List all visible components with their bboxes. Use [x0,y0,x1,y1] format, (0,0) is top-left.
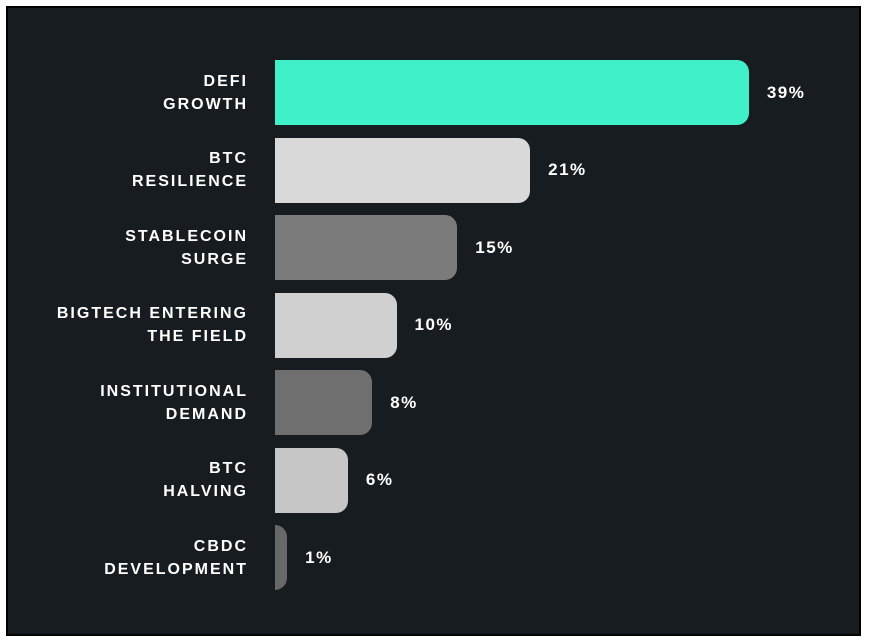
bar [275,370,373,435]
value-label: 1% [305,547,333,567]
bar [275,525,288,590]
value-label: 15% [475,237,514,257]
category-label: DEFI GROWTH [163,72,248,113]
bar [275,60,749,125]
value-label: 21% [548,160,587,179]
category-label: CBDC DEVELOPMENT [104,537,248,578]
value-label: 6% [365,470,394,489]
value-label: 8% [390,392,418,412]
bar [275,447,348,513]
chart: DEFI GROWTH 39% BTC RESILIENCE 21% STABLECOI… [6,6,861,636]
category-label: STABLECOIN SURGE [125,227,248,268]
bar [275,137,531,203]
bar [275,292,397,358]
category-label: BIGTECH ENTERING THE FIELD [56,305,248,345]
category-label: BTC RESILIENCE [131,150,248,190]
value-label: 10% [414,315,454,334]
value-label: 39% [766,82,806,102]
category-label: INSTITUTIONAL DEMAND [100,382,248,423]
category-label: BTC HALVING [163,460,248,500]
bar [275,215,458,280]
